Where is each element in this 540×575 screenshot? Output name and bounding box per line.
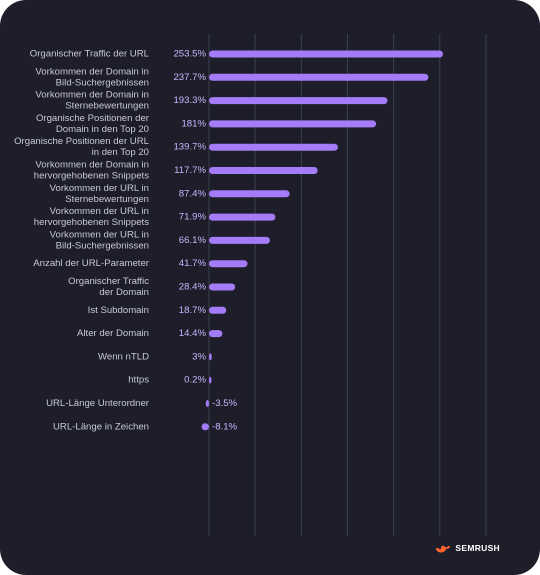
category-label: URL-Länge Unterordner <box>46 398 150 409</box>
bar <box>209 50 443 58</box>
bar <box>209 213 276 221</box>
bar <box>209 236 271 244</box>
bar <box>209 260 248 268</box>
bar <box>209 120 377 128</box>
value-label: 28.4% <box>179 282 207 293</box>
category-label: Anzahl der URL-Parameter <box>33 258 150 269</box>
bar <box>209 190 290 198</box>
value-label: 253.5% <box>173 49 206 60</box>
category-label: Sternebewertungen <box>65 194 149 205</box>
value-label: 117.7% <box>174 165 206 176</box>
bar <box>209 283 236 291</box>
category-label: Organischer Traffic <box>68 276 149 287</box>
value-label: 66.1% <box>179 235 207 246</box>
bar <box>209 73 429 81</box>
semrush-fire-icon <box>436 545 451 553</box>
category-label: Ist Subdomain <box>88 305 149 316</box>
value-label: 14.4% <box>179 328 207 339</box>
category-label: Bild-Suchergebnissen <box>56 77 149 88</box>
category-label: Vorkommen der URL in <box>50 183 149 194</box>
category-label: Vorkommen der Domain in <box>35 90 149 101</box>
category-label: Vorkommen der Domain in <box>35 160 149 171</box>
value-label: 3% <box>192 351 206 362</box>
value-label: -3.5% <box>212 398 238 409</box>
category-label: hervorgehobenen Snippets <box>34 171 149 182</box>
category-label: Vorkommen der URL in <box>50 229 149 240</box>
category-label: in den Top 20 <box>92 147 149 158</box>
category-label: Vorkommen der Domain in <box>35 66 149 77</box>
category-label: Organische Positionen der URL <box>14 136 150 147</box>
value-label: 87.4% <box>179 188 207 199</box>
bars <box>201 50 443 431</box>
category-label: Vorkommen der URL in <box>50 206 149 217</box>
value-label: 237.7% <box>173 72 206 83</box>
category-label: Alter der Domain <box>77 328 149 339</box>
category-label: Domain in den Top 20 <box>56 124 149 135</box>
brand-name: SEMRUSH <box>455 543 500 553</box>
value-label: 71.9% <box>179 212 207 223</box>
value-label: 0.2% <box>184 375 206 386</box>
category-label: hervorgehobenen Snippets <box>34 217 149 228</box>
value-label: 181% <box>181 118 206 129</box>
bar <box>209 167 318 174</box>
category-label: Wenn nTLD <box>98 351 149 362</box>
labels: 253.5% Organischer Traffic der URL 237.7% V… <box>14 49 237 433</box>
bar <box>209 306 227 314</box>
value-label: -8.1% <box>212 421 238 432</box>
value-label: 41.7% <box>179 258 207 269</box>
category-label: Organischer Traffic der URL <box>30 49 150 60</box>
category-label: https <box>128 375 149 386</box>
value-label: 139.7% <box>173 142 206 153</box>
category-label: Sternebewertungen <box>65 101 149 112</box>
category-label: der Domain <box>99 287 149 298</box>
bar <box>209 376 212 384</box>
value-label: 193.3% <box>173 95 206 106</box>
grid-lines <box>208 34 487 536</box>
category-label: URL-Länge in Zeichen <box>53 421 149 432</box>
bar <box>205 400 209 407</box>
category-label: Bild-Suchergebnissen <box>56 240 149 251</box>
category-label: Organische Positionen der <box>36 113 150 124</box>
value-label: 18.7% <box>179 305 207 316</box>
bar <box>209 97 388 105</box>
bar <box>209 143 338 151</box>
bar <box>209 353 212 361</box>
bar <box>209 330 223 338</box>
semrush-logo: SEMRUSH <box>435 543 500 553</box>
bar <box>201 423 209 431</box>
